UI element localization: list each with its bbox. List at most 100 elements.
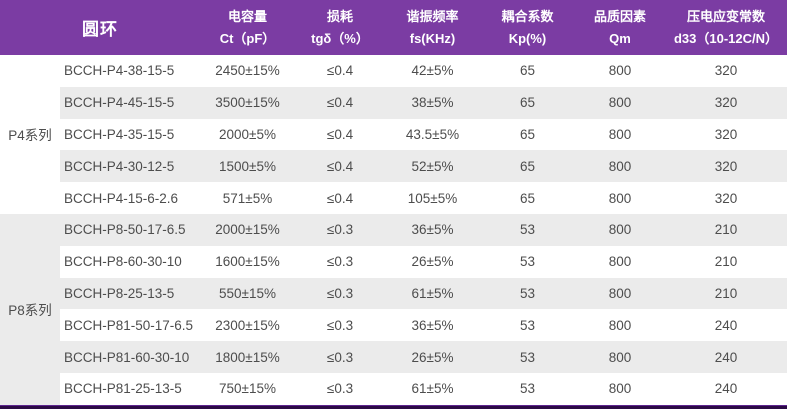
cell-loss: ≤0.3 xyxy=(295,213,385,246)
table-row: BCCH-P8-60-30-10 1600±15% ≤0.3 26±5% 53 … xyxy=(0,246,787,278)
col-header-qm-unit: Qm xyxy=(609,31,631,46)
cell-d33: 240 xyxy=(714,317,738,333)
cell-d33: 210 xyxy=(665,277,787,310)
cell-d33: 320 xyxy=(665,86,787,119)
cell-d33: 320 xyxy=(714,63,738,79)
cell-loss: ≤0.3 xyxy=(326,317,354,333)
cell-d33: 210 xyxy=(665,213,787,246)
series-label-p8: P8系列 xyxy=(0,213,60,405)
cell-loss: ≤0.4 xyxy=(295,86,385,119)
bottom-accent-bar xyxy=(0,404,787,409)
col-header-d33-cn: 压电应变常数 xyxy=(686,9,765,24)
cell-d33: 320 xyxy=(714,126,738,142)
cell-coupling: 53 xyxy=(519,381,536,397)
cell-loss: ≤0.3 xyxy=(295,277,385,310)
cell-model: BCCH-P4-35-15-5 xyxy=(64,126,175,142)
cell-qm: 800 xyxy=(575,277,665,310)
cell-capacitance: 3500±15% xyxy=(200,86,295,119)
cell-coupling: 53 xyxy=(480,341,575,373)
cell-coupling: 53 xyxy=(480,213,575,246)
cell-capacitance: 2300±15% xyxy=(215,317,280,333)
cell-loss: ≤0.3 xyxy=(295,341,385,373)
cell-frequency: 43.5±5% xyxy=(405,126,460,142)
cell-d33: 210 xyxy=(714,254,738,270)
table-row: P8系列 BCCH-P8-50-17-6.5 2000±15% ≤0.3 36±… xyxy=(0,213,787,405)
table-row: BCCH-P4-45-15-5 3500±15% ≤0.4 38±5% 65 8… xyxy=(0,86,787,119)
cell-capacitance: 550±15% xyxy=(200,277,295,310)
cell-frequency: 61±5% xyxy=(411,381,454,397)
cell-frequency: 26±5% xyxy=(411,254,454,270)
table-row: BCCH-P81-60-30-10 1800±15% ≤0.3 26±5% 53… xyxy=(0,341,787,373)
col-header-loss-unit: tgδ（%） xyxy=(311,31,369,46)
cell-model: BCCH-P8-25-13-5 xyxy=(60,277,200,310)
cell-capacitance: 571±5% xyxy=(222,190,273,206)
col-header-capacitance: 电容量 Ct（pF） xyxy=(200,0,295,55)
cell-coupling: 65 xyxy=(480,86,575,119)
col-header-coupling: 耦合系数 Kp(%) xyxy=(480,0,575,55)
cell-coupling: 65 xyxy=(480,150,575,183)
cell-capacitance: 1600±15% xyxy=(215,254,280,270)
cell-d33: 240 xyxy=(665,341,787,373)
cell-qm: 800 xyxy=(608,381,632,397)
cell-loss: ≤0.3 xyxy=(326,254,354,270)
cell-loss: ≤0.3 xyxy=(326,381,354,397)
cell-coupling: 65 xyxy=(519,63,536,79)
cell-frequency: 36±5% xyxy=(385,213,480,246)
cell-capacitance: 1800±15% xyxy=(200,341,295,373)
col-header-loss-cn: 损耗 xyxy=(326,9,353,24)
cell-model: BCCH-P4-30-12-5 xyxy=(60,150,200,183)
table-header-row: 圆环 电容量 Ct（pF） 损耗 tgδ（%） 谐振频率 fs(KHz) 耦合系… xyxy=(0,0,787,55)
cell-qm: 800 xyxy=(575,86,665,119)
series-label-p4: P4系列 xyxy=(0,55,60,214)
cell-loss: ≤0.4 xyxy=(295,150,385,183)
col-header-qm-cn: 品质因素 xyxy=(593,9,646,24)
cell-qm: 800 xyxy=(608,190,632,206)
col-header-quality-factor: 品质因素 Qm xyxy=(575,0,665,55)
cell-qm: 800 xyxy=(575,341,665,373)
col-header-coupling-unit: Kp(%) xyxy=(508,31,547,46)
cell-qm: 800 xyxy=(608,254,632,270)
cell-coupling: 53 xyxy=(480,277,575,310)
cell-model: BCCH-P81-25-13-5 xyxy=(64,381,182,397)
table-row: BCCH-P81-25-13-5 750±15% ≤0.3 61±5% 53 8… xyxy=(0,373,787,405)
cell-frequency: 36±5% xyxy=(411,317,454,333)
cell-qm: 800 xyxy=(608,63,632,79)
cell-qm: 800 xyxy=(608,126,632,142)
cell-model: BCCH-P81-60-30-10 xyxy=(60,341,200,373)
col-header-ring: 圆环 xyxy=(0,0,200,55)
table-row: BCCH-P8-25-13-5 550±15% ≤0.3 61±5% 53 80… xyxy=(0,277,787,310)
cell-d33: 320 xyxy=(714,190,738,206)
cell-frequency: 52±5% xyxy=(385,150,480,183)
cell-loss: ≤0.4 xyxy=(326,190,354,206)
cell-frequency: 26±5% xyxy=(385,341,480,373)
cell-frequency: 38±5% xyxy=(385,86,480,119)
col-header-capacitance-unit: Ct（pF） xyxy=(219,31,276,46)
cell-model: BCCH-P4-45-15-5 xyxy=(60,86,200,119)
col-header-coupling-cn: 耦合系数 xyxy=(501,9,554,24)
col-header-d33-unit: d33（10-12C/N） xyxy=(673,31,779,46)
cell-model: BCCH-P4-15-6-2.6 xyxy=(64,190,179,206)
col-header-frequency-unit: fs(KHz) xyxy=(409,31,456,46)
ring-spec-table: 圆环 电容量 Ct（pF） 损耗 tgδ（%） 谐振频率 fs(KHz) 耦合系… xyxy=(0,0,787,405)
cell-frequency: 61±5% xyxy=(385,277,480,310)
cell-capacitance: 750±15% xyxy=(219,381,276,397)
table-row: BCCH-P4-35-15-5 2000±5% ≤0.4 43.5±5% 65 … xyxy=(0,119,787,151)
cell-capacitance: 2000±5% xyxy=(219,126,276,142)
cell-capacitance: 2000±15% xyxy=(200,213,295,246)
col-header-d33: 压电应变常数 d33（10-12C/N） xyxy=(665,0,787,55)
col-header-resonant-frequency: 谐振频率 fs(KHz) xyxy=(385,0,480,55)
cell-frequency: 42±5% xyxy=(411,63,454,79)
cell-qm: 800 xyxy=(608,317,632,333)
col-header-frequency-cn: 谐振频率 xyxy=(406,9,459,24)
cell-d33: 240 xyxy=(714,381,738,397)
cell-loss: ≤0.4 xyxy=(326,126,354,142)
cell-model: BCCH-P8-50-17-6.5 xyxy=(60,213,200,246)
col-header-loss: 损耗 tgδ（%） xyxy=(295,0,385,55)
cell-model: BCCH-P81-50-17-6.5 xyxy=(64,317,194,333)
cell-capacitance: 2450±15% xyxy=(215,63,280,79)
table-row: BCCH-P81-50-17-6.5 2300±15% ≤0.3 36±5% 5… xyxy=(0,309,787,341)
cell-frequency: 105±5% xyxy=(407,190,458,206)
cell-coupling: 65 xyxy=(519,126,536,142)
cell-model: BCCH-P4-38-15-5 xyxy=(64,63,175,79)
